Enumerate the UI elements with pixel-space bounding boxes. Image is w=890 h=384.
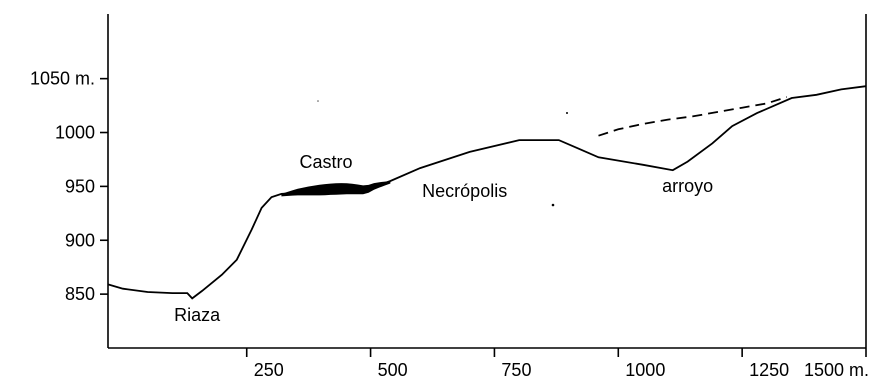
y-tick-label: 900 — [65, 230, 95, 250]
annotation-label: Castro — [299, 152, 352, 172]
annotation-label: Necrópolis — [422, 181, 507, 201]
speck-mark — [317, 100, 319, 102]
terrain-profile-line — [107, 85, 867, 300]
y-tick-label: 850 — [65, 284, 95, 304]
y-tick-label: 1000 — [55, 123, 95, 143]
x-tick-label: 1000 — [625, 360, 665, 380]
y-tick-label: 950 — [65, 176, 95, 196]
dashed-profile-line — [598, 96, 787, 137]
annotation-label: arroyo — [662, 176, 713, 196]
x-tick-label: 250 — [254, 360, 284, 380]
x-tick-label: 750 — [501, 360, 531, 380]
y-tick-label: 1050 m. — [30, 69, 95, 89]
castro-settlement-band — [281, 181, 391, 197]
x-tick-label: 500 — [378, 360, 408, 380]
annotation-label: Riaza — [174, 305, 221, 325]
speck-mark — [551, 203, 555, 207]
x-tick-label: 1250 — [749, 360, 789, 380]
x-tick-label: 1500 m. — [804, 360, 869, 380]
speck-mark — [566, 112, 568, 114]
